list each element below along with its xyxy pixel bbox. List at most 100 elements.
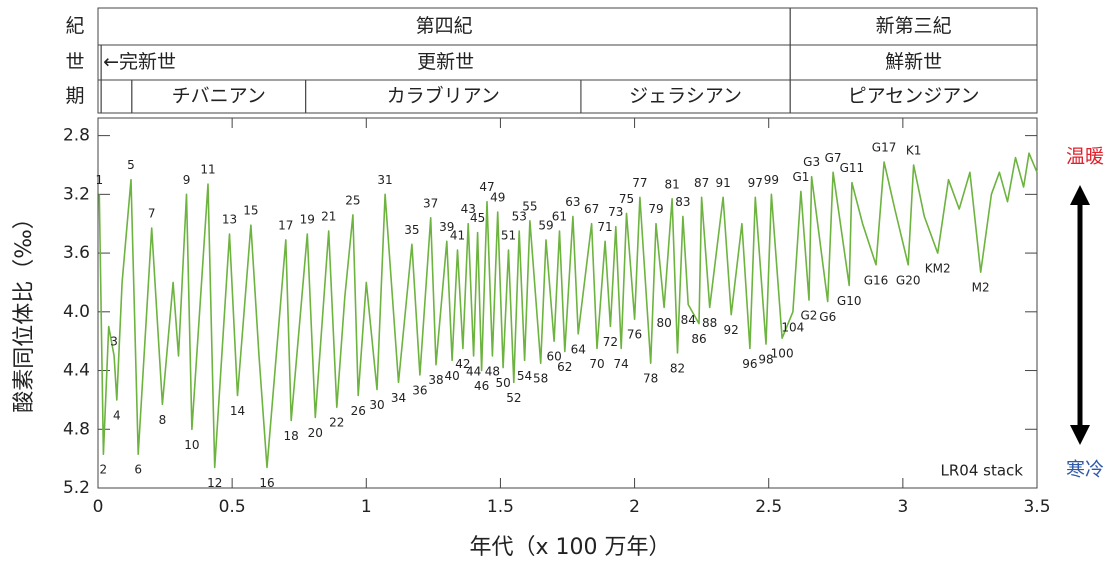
stage-label: 13 bbox=[222, 212, 237, 226]
header-cell bbox=[100, 79, 133, 114]
stage-label: 49 bbox=[490, 190, 505, 204]
stage-label: 99 bbox=[764, 173, 779, 187]
stage-label: 3 bbox=[110, 334, 118, 348]
stage-label: 6 bbox=[134, 463, 142, 477]
stage-label: 64 bbox=[571, 342, 586, 356]
stage-label: 72 bbox=[603, 335, 618, 349]
stage-label: 78 bbox=[643, 372, 658, 386]
stage-label: G3 bbox=[803, 155, 820, 169]
stage-label: 18 bbox=[284, 429, 299, 443]
stage-label: 31 bbox=[377, 173, 392, 187]
y-tick-label: 3.2 bbox=[63, 184, 90, 204]
y-tick-label: 2.8 bbox=[63, 126, 90, 146]
stage-label: 51 bbox=[501, 229, 516, 243]
x-tick-label: 2.5 bbox=[755, 497, 782, 517]
stage-label: 97 bbox=[748, 176, 763, 190]
stage-label: 77 bbox=[632, 176, 647, 190]
stage-label: 48 bbox=[485, 364, 500, 378]
x-axis-label: 年代（x 100 万年） bbox=[470, 535, 671, 560]
x-tick-label: 3 bbox=[897, 497, 908, 517]
stage-label: 63 bbox=[565, 195, 580, 209]
stage-label: 79 bbox=[648, 202, 663, 216]
x-tick-label: 0 bbox=[93, 497, 104, 517]
stage-label: 76 bbox=[627, 328, 642, 342]
stage-label: 104 bbox=[781, 320, 804, 334]
header-row-label: 期 bbox=[65, 85, 84, 107]
stage-label: 54 bbox=[517, 369, 532, 383]
stage-label: 59 bbox=[538, 218, 553, 232]
stage-label: 9 bbox=[183, 173, 191, 187]
stage-label: 7 bbox=[148, 207, 156, 221]
stage-label: 81 bbox=[664, 177, 679, 191]
stage-label: G7 bbox=[825, 151, 842, 165]
header-cell-text: 新第三紀 bbox=[876, 15, 952, 37]
stage-label: 87 bbox=[694, 176, 709, 190]
stage-label: K1 bbox=[906, 143, 922, 157]
stage-label: M2 bbox=[972, 281, 990, 295]
stage-label: KM2 bbox=[925, 262, 951, 276]
plot-frame bbox=[97, 117, 1038, 489]
stage-label: G17 bbox=[872, 141, 897, 155]
stage-label: 1 bbox=[96, 173, 104, 187]
y-tick-label: 4.8 bbox=[63, 419, 90, 439]
stage-label: 14 bbox=[230, 404, 245, 418]
stage-label: 38 bbox=[428, 373, 443, 387]
stage-label: 82 bbox=[670, 361, 685, 375]
stage-label: 96 bbox=[742, 357, 757, 371]
stage-label: 11 bbox=[200, 163, 215, 177]
stage-label: 47 bbox=[479, 180, 494, 194]
x-tick-label: 2 bbox=[629, 497, 640, 517]
stage-label: 98 bbox=[758, 353, 773, 367]
header-cell-text: ピアセンジアン bbox=[848, 85, 980, 107]
stage-label: 60 bbox=[546, 350, 561, 364]
stage-label: 2 bbox=[100, 463, 108, 477]
stage-label: 74 bbox=[614, 357, 629, 371]
header-cell bbox=[789, 79, 1038, 114]
header-cell-text: カラブリアン bbox=[387, 84, 500, 107]
stage-label: 84 bbox=[681, 313, 696, 327]
stage-label: 4 bbox=[113, 408, 121, 422]
stage-label: 36 bbox=[412, 383, 427, 397]
stage-label: 83 bbox=[675, 195, 690, 209]
stage-label: 16 bbox=[259, 476, 274, 490]
stage-label: 40 bbox=[444, 369, 459, 383]
stage-label: 22 bbox=[329, 416, 344, 430]
stage-label: 88 bbox=[702, 316, 717, 330]
header-cell-text: ジェラシアン bbox=[629, 85, 742, 107]
y-tick-label: 3.6 bbox=[63, 243, 90, 263]
stage-label: 71 bbox=[597, 220, 612, 234]
stage-label: 53 bbox=[512, 210, 527, 224]
stage-label: 30 bbox=[369, 398, 384, 412]
y-axis-label: 酸素同位体比（‰） bbox=[12, 207, 37, 413]
stage-label: 15 bbox=[243, 204, 258, 218]
header-cell-text: チバニアン bbox=[172, 85, 266, 107]
warm-label: 温暖 bbox=[1066, 146, 1104, 168]
stage-label: 10 bbox=[184, 438, 199, 452]
header-row-label: 紀 bbox=[65, 15, 84, 37]
stage-label: G16 bbox=[864, 273, 889, 287]
stage-label: 21 bbox=[321, 210, 336, 224]
stage-label: 100 bbox=[771, 347, 794, 361]
y-tick-label: 4.4 bbox=[63, 361, 90, 381]
stage-label: 91 bbox=[715, 176, 730, 190]
header-cell-text: 鮮新世 bbox=[885, 51, 942, 73]
stage-label: 73 bbox=[608, 205, 623, 219]
stage-label: 44 bbox=[466, 364, 481, 378]
cold-label: 寒冷 bbox=[1066, 459, 1104, 481]
stage-label: 86 bbox=[691, 332, 706, 346]
stage-label: 17 bbox=[278, 218, 293, 232]
header-cell-text: 第四紀 bbox=[416, 15, 473, 37]
header-cell-text: ←完新世 bbox=[103, 51, 176, 73]
stage-label: 12 bbox=[207, 476, 222, 490]
stage-label: 67 bbox=[584, 202, 599, 216]
stage-label: 58 bbox=[533, 372, 548, 386]
stage-label: 41 bbox=[450, 229, 465, 243]
stage-label: 52 bbox=[506, 391, 521, 405]
stage-label: 46 bbox=[474, 379, 489, 393]
stage-label: G6 bbox=[819, 310, 836, 324]
stage-label: 45 bbox=[470, 211, 485, 225]
series-name: LR04 stack bbox=[941, 462, 1024, 480]
stage-label: 80 bbox=[656, 316, 671, 330]
stage-label: 5 bbox=[127, 158, 135, 172]
stage-label: 35 bbox=[404, 223, 419, 237]
